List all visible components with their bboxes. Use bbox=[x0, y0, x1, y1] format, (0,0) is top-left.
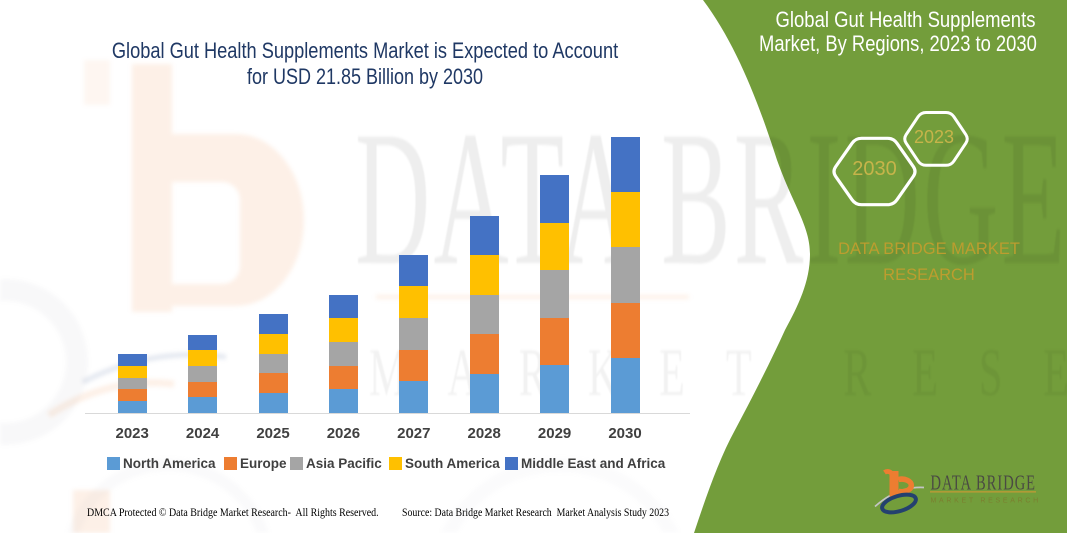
svg-text:DATA BRIDGE: DATA BRIDGE bbox=[931, 471, 1037, 494]
svg-text:MARKET RESEARCH: MARKET RESEARCH bbox=[931, 498, 1041, 505]
